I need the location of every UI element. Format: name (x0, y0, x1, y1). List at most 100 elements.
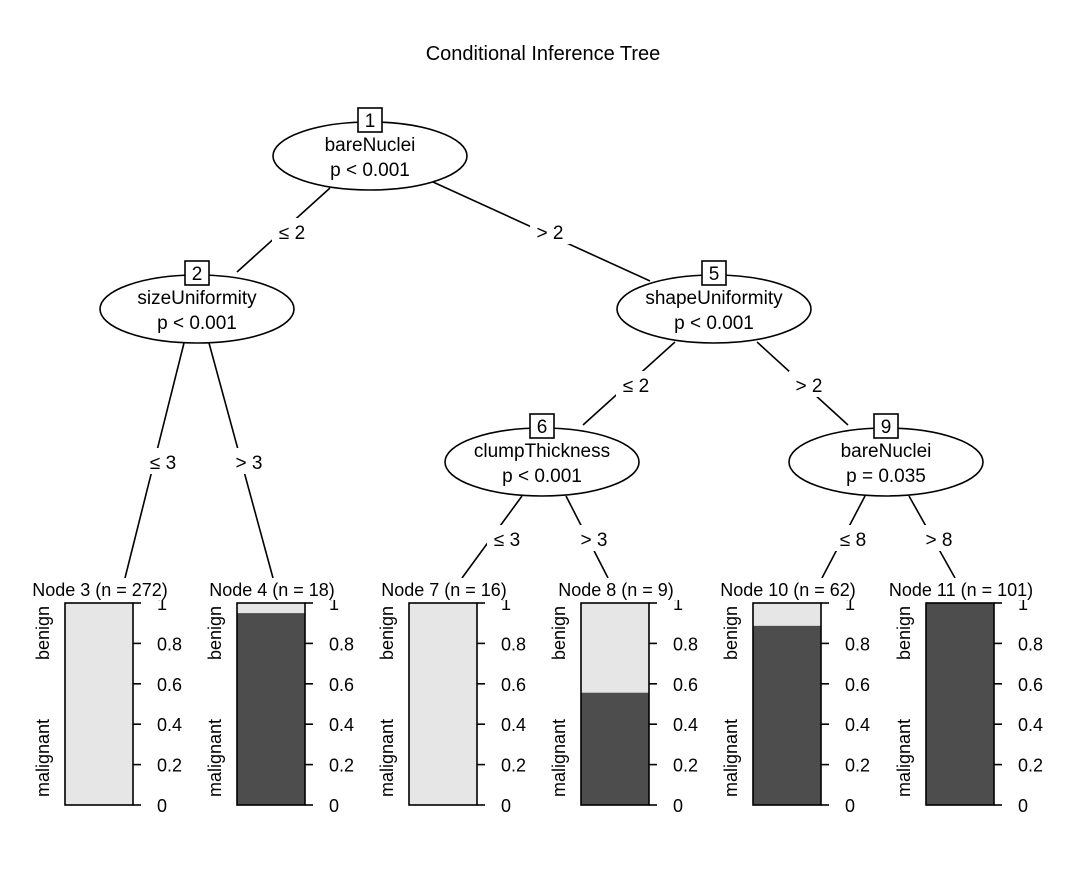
node-id-box (357, 107, 383, 133)
axis-tick-label: 1 (1018, 594, 1028, 614)
edges: ≤ 2 > 2 ≤ 3 > 3 ≤ 2 > 2 ≤ 3 > 3 ≤ 8 > 8 (124, 181, 959, 579)
axis-tick-label: 0.2 (157, 756, 182, 776)
axis-tick-label: 0.6 (845, 675, 870, 695)
benign-bar (581, 603, 649, 693)
class-label-benign: benign (205, 606, 225, 660)
axis-tick-label: 0.4 (845, 715, 870, 735)
leaf-title-bg (362, 578, 526, 600)
malignant-bar (237, 613, 305, 805)
leaf-node-7: 0 0.2 0.4 0.6 0.8 1 benign malignant Node 7 (n =… (362, 578, 526, 816)
leaf-title-bg (879, 578, 1043, 600)
leaf-node-8: 0 0.2 0.4 0.6 0.8 1 benign malignant Node 8 (n =… (534, 578, 698, 816)
leaf-node-4: 0 0.2 0.4 0.6 0.8 1 benign malignant Node 4 (n =… (190, 578, 354, 816)
node-id-box (701, 260, 727, 286)
node-pvalue: p < 0.001 (502, 466, 582, 487)
node-variable: bareNuclei (841, 441, 932, 462)
axis-tick-label: 0.6 (501, 675, 526, 695)
axis-tick-label: 0.4 (157, 715, 182, 735)
inner-node-6: 6 clumpThickness p < 0.001 (444, 413, 640, 497)
axis-tick-label: 0.2 (329, 756, 354, 776)
axis-tick-label: 0.4 (1018, 715, 1043, 735)
axis-tick-label: 1 (329, 594, 339, 614)
axis-tick-label: 0.2 (1018, 756, 1043, 776)
edge-label-bg (919, 525, 959, 551)
malignant-bar (926, 603, 994, 805)
bar-frame (408, 602, 478, 806)
node-pvalue: p < 0.001 (157, 313, 237, 334)
axis-tick-label: 1 (845, 594, 855, 614)
bar-frame (64, 602, 134, 806)
axis-tick-label: 0.8 (329, 634, 354, 654)
node-variable: shapeUniformity (645, 288, 783, 309)
edge-label-bg (229, 448, 269, 474)
class-label-benign: benign (894, 606, 914, 660)
axis-tick-label: 0.6 (673, 675, 698, 695)
edge-label-5-9: > 2 (796, 376, 823, 397)
axis-tick-label: 0.4 (673, 715, 698, 735)
class-label-malignant: malignant (377, 719, 397, 797)
bar-frame (580, 602, 650, 806)
terminal-nodes: 0 0.2 0.4 0.6 0.8 1 benign malignant Node 3 (n =… (18, 578, 1043, 816)
node-id-box (873, 413, 899, 439)
plot-title: Conditional Inference Tree (426, 43, 661, 65)
edge-label-5-6: ≤ 2 (623, 376, 649, 397)
class-label-malignant: malignant (549, 719, 569, 797)
node-id-box (184, 260, 210, 286)
malignant-bar (753, 625, 821, 805)
axis-tick-label: 0 (157, 796, 167, 816)
benign-bar (753, 603, 821, 626)
node-id: 1 (365, 111, 376, 132)
node-pvalue: p < 0.001 (674, 313, 754, 334)
node-id: 2 (192, 264, 203, 285)
node-variable: sizeUniformity (137, 288, 257, 309)
edge-label-bg (616, 371, 656, 397)
edge-label-bg (487, 525, 527, 551)
malignant-bar (581, 692, 649, 805)
benign-bar (237, 603, 305, 614)
edge-label-bg (789, 371, 829, 397)
bar-frame (925, 602, 995, 806)
node-variable: clumpThickness (474, 441, 610, 462)
benign-bar (409, 603, 477, 805)
axis-tick-label: 0.8 (501, 634, 526, 654)
leaf-title: Node 10 (n = 62) (720, 580, 856, 600)
axis-tick-label: 0.4 (329, 715, 354, 735)
node-id-box (529, 413, 555, 439)
leaf-title: Node 11 (n = 101) (889, 580, 1033, 600)
axis-tick-label: 0.8 (673, 634, 698, 654)
axis-tick-label: 1 (157, 594, 167, 614)
axis-tick-label: 0.2 (673, 756, 698, 776)
leaf-title: Node 4 (n = 18) (209, 580, 335, 600)
leaf-node-3: 0 0.2 0.4 0.6 0.8 1 benign malignant Node 3 (n =… (18, 578, 182, 816)
edge-label-bg (143, 448, 183, 474)
bar-frame (236, 602, 306, 806)
edge-label-2-4: > 3 (236, 453, 263, 474)
axis-tick-label: 0 (501, 796, 511, 816)
edge-label-bg (530, 218, 570, 244)
edge-label-6-8: > 3 (581, 530, 608, 551)
class-label-benign: benign (33, 606, 53, 660)
axis-tick-label: 0.6 (329, 675, 354, 695)
axis-tick-label: 0.6 (157, 675, 182, 695)
axis-tick-label: 0.2 (845, 756, 870, 776)
node-id: 5 (709, 264, 720, 285)
leaf-node-11: 0 0.2 0.4 0.6 0.8 1 benign malignant Node 11 (n … (879, 578, 1043, 816)
node-variable: bareNuclei (325, 135, 416, 156)
node-id: 6 (537, 417, 548, 438)
node-id: 9 (881, 417, 892, 438)
axis-tick-label: 0.8 (157, 634, 182, 654)
class-label-benign: benign (377, 606, 397, 660)
class-label-benign: benign (549, 606, 569, 660)
edge-label-bg (574, 525, 614, 551)
axis-tick-label: 1 (673, 594, 683, 614)
edge-label-1-2: ≤ 2 (279, 223, 305, 244)
node-pvalue: p = 0.035 (846, 466, 926, 487)
node-pvalue: p < 0.001 (330, 160, 410, 181)
axis-tick-label: 0 (673, 796, 683, 816)
leaf-title: Node 3 (n = 272) (32, 580, 168, 600)
class-label-malignant: malignant (205, 719, 225, 797)
bar-frame (752, 602, 822, 806)
edge-label-1-5: > 2 (537, 223, 564, 244)
axis-tick-label: 0.8 (1018, 634, 1043, 654)
